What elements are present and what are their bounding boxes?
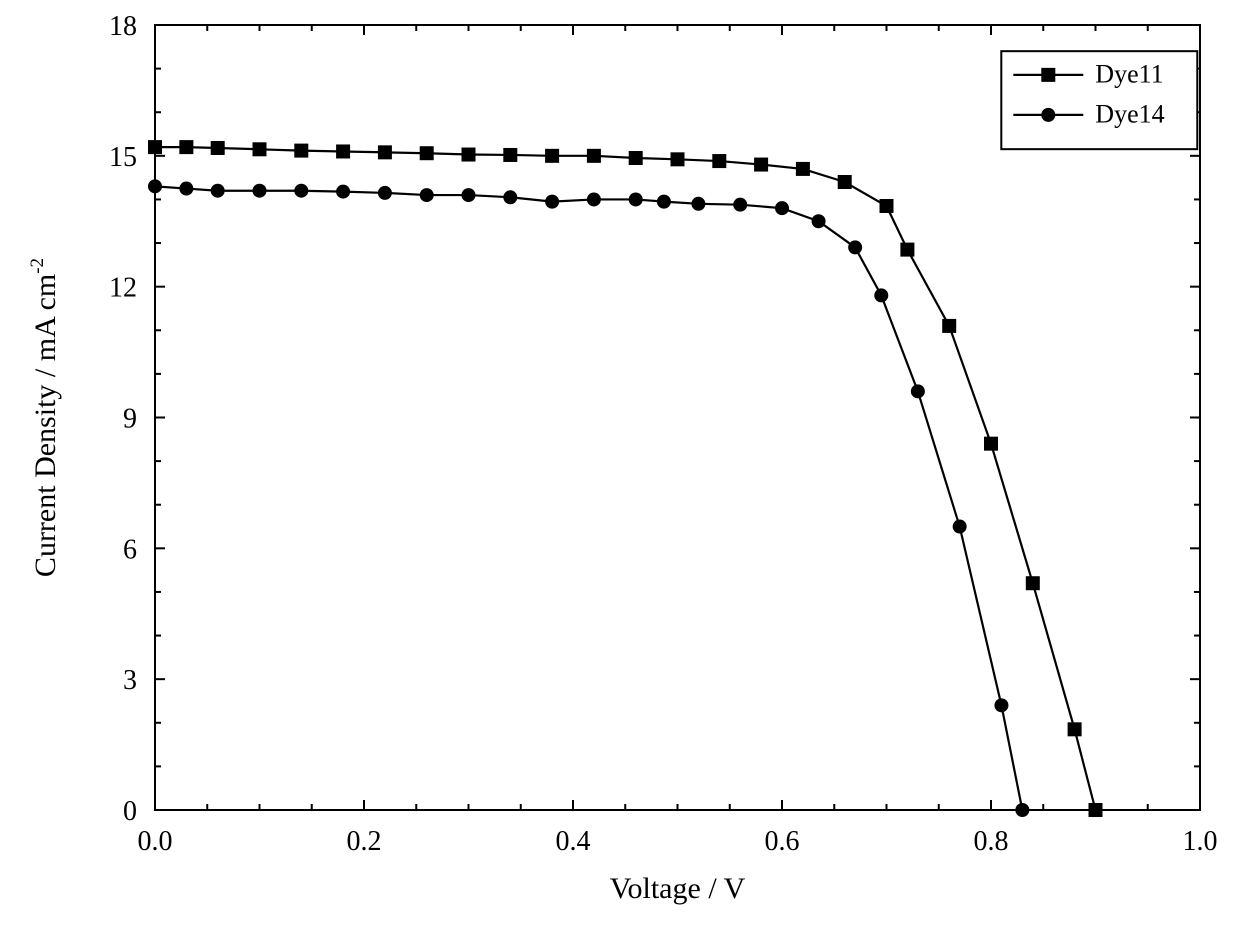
svg-text:0: 0 (123, 796, 137, 827)
svg-text:6: 6 (123, 534, 137, 565)
svg-text:12: 12 (109, 273, 137, 304)
svg-text:0.8: 0.8 (974, 826, 1009, 857)
svg-text:Current Density / mA cm-2: Current Density / mA cm-2 (27, 258, 62, 577)
x-axis-label: Voltage / V (610, 872, 746, 905)
jv-curve-chart: 0.0 0.2 0.4 0.6 0.8 1.0 0 3 6 9 12 15 18 Voltage / V C… (0, 0, 1240, 929)
svg-text:0.2: 0.2 (347, 826, 382, 857)
svg-text:0.6: 0.6 (765, 826, 800, 857)
svg-text:18: 18 (109, 11, 137, 42)
y-axis-label: Current Density / mA cm-2 (27, 258, 62, 577)
svg-text:9: 9 (123, 404, 137, 435)
svg-text:15: 15 (109, 142, 137, 173)
svg-text:0.0: 0.0 (138, 826, 173, 857)
svg-text:1.0: 1.0 (1183, 826, 1218, 857)
svg-text:3: 3 (123, 665, 137, 696)
svg-text:0.4: 0.4 (556, 826, 591, 857)
legend: Dye11 Dye14 (1001, 51, 1197, 149)
legend-label-dye14: Dye14 (1095, 100, 1164, 129)
legend-label-dye11: Dye11 (1095, 60, 1163, 89)
